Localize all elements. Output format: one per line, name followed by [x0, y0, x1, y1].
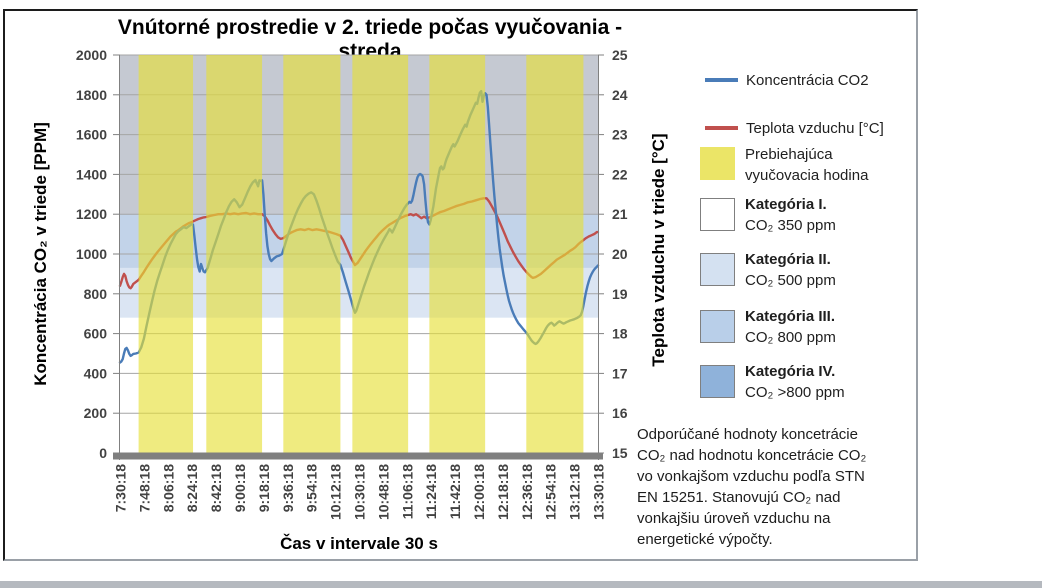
x-tick-label: 9:54:18	[304, 464, 320, 512]
y-left-tick-label: 2000	[76, 47, 107, 63]
y-left-tick-label: 200	[84, 405, 108, 421]
note-line: vonkajšiu úroveň vzduchu na	[637, 510, 831, 527]
y-right-tick-label: 20	[612, 246, 628, 262]
y-left-tick-label: 1000	[76, 246, 107, 262]
legend-category-title: Kategória I.	[745, 196, 827, 213]
y-left-axis-title: Koncentrácia CO₂ v triede [PPM]	[31, 122, 50, 386]
y-right-tick-label: 15	[612, 445, 628, 461]
y-right-tick-label: 19	[612, 286, 628, 302]
x-tick-label: 10:12:18	[328, 464, 344, 520]
legend-category-swatch	[700, 198, 735, 231]
x-tick-label: 9:36:18	[280, 464, 296, 512]
legend-line-swatch	[705, 78, 738, 82]
legend-series-entry: Teplota vzduchu [°C]	[698, 118, 884, 138]
legend-category-subtitle: CO₂ 350 ppm	[745, 217, 836, 234]
x-tick-label: 10:30:18	[352, 464, 368, 520]
lesson-band	[352, 55, 409, 453]
x-tick-label: 11:06:18	[399, 464, 415, 519]
legend: Koncentrácia CO2 Teplota vzduchu [°C] Preb…	[698, 62, 916, 432]
lesson-band	[206, 55, 263, 453]
y-left-tick-label: 800	[84, 286, 108, 302]
x-tick-label: 8:24:18	[184, 464, 200, 512]
x-tick-label: 7:48:18	[136, 464, 152, 512]
legend-category-swatch	[700, 365, 735, 398]
y-left-tick-label: 1400	[76, 166, 107, 182]
x-tick-label: 12:18:18	[495, 464, 511, 520]
note-line: CO₂ nad hodnotu koncetrácie CO₂	[637, 447, 867, 464]
y-right-tick-label: 24	[612, 87, 628, 103]
x-tick-label: 8:06:18	[160, 464, 176, 512]
x-tick-label: 9:18:18	[256, 464, 272, 512]
legend-category-title: Kategória III.	[745, 308, 836, 325]
x-tick-label: 11:24:18	[423, 464, 439, 519]
lesson-band	[283, 55, 341, 453]
lesson-band	[526, 55, 584, 453]
note-line: EN 15251. Stanovujú CO₂ nad	[637, 489, 841, 506]
x-tick-label: 12:36:18	[519, 464, 535, 520]
legend-series-entry: Koncentrácia CO2	[698, 70, 869, 90]
note-line: Odporúčané hodnoty koncetrácie	[637, 426, 858, 443]
y-left-tick-label: 1200	[76, 206, 107, 222]
note-text: Odporúčané hodnoty koncetrácie CO₂ nad ho…	[637, 424, 922, 550]
legend-category-swatch	[700, 253, 735, 286]
y-right-axis-title: Teplota vzduchu v triede [°C]	[649, 133, 668, 366]
legend-category-subtitle: CO₂ 500 ppm	[745, 272, 836, 289]
legend-line-swatch	[705, 126, 738, 130]
note-line: energetické výpočty.	[637, 531, 773, 548]
cropped-bottom-strip	[0, 581, 1042, 588]
y-left-tick-label: 1800	[76, 87, 107, 103]
x-axis-title: Čas v intervale 30 s	[280, 534, 438, 553]
legend-series-label: Teplota vzduchu [°C]	[746, 119, 884, 137]
x-tick-label: 11:42:18	[447, 464, 463, 519]
y-right-tick-label: 18	[612, 326, 628, 342]
y-right-tick-label: 17	[612, 365, 628, 381]
x-tick-label: 8:42:18	[208, 464, 224, 512]
y-left-tick-label: 400	[84, 365, 108, 381]
legend-category-swatch	[700, 310, 735, 343]
lesson-band	[429, 55, 486, 453]
x-tick-label: 13:30:18	[591, 464, 607, 520]
x-tick-label: 9:00:18	[232, 464, 248, 512]
y-left-tick-label: 1600	[76, 127, 107, 143]
note-line: vo vonkajšom vzduchu podľa STN	[637, 468, 865, 485]
x-tick-label: 10:48:18	[375, 464, 391, 520]
x-tick-label: 12:54:18	[543, 464, 559, 520]
y-left-tick-label: 600	[84, 326, 108, 342]
legend-category-subtitle: CO₂ >800 ppm	[745, 384, 845, 401]
legend-lesson-swatch	[700, 147, 735, 180]
legend-lesson-label: vyučovacia hodina	[745, 167, 869, 184]
x-axis-bar	[113, 452, 603, 460]
lesson-band	[138, 55, 194, 453]
x-tick-label: 13:12:18	[567, 464, 583, 520]
y-right-tick-label: 21	[612, 206, 628, 222]
x-tick-label: 7:30:18	[113, 464, 129, 512]
y-right-tick-label: 23	[612, 127, 628, 143]
y-left-tick-label: 0	[99, 445, 107, 461]
x-tick-label: 12:00:18	[471, 464, 487, 520]
y-right-tick-label: 22	[612, 166, 628, 182]
y-right-tick-label: 16	[612, 405, 628, 421]
y-right-tick-label: 25	[612, 47, 628, 63]
legend-category-title: Kategória IV.	[745, 363, 836, 380]
legend-category-subtitle: CO₂ 800 ppm	[745, 329, 836, 346]
legend-category-title: Kategória II.	[745, 251, 831, 268]
chart-outer-border	[3, 9, 918, 561]
legend-lesson-label: Prebiehajúca	[745, 146, 833, 163]
legend-series-label: Koncentrácia CO2	[746, 71, 869, 89]
